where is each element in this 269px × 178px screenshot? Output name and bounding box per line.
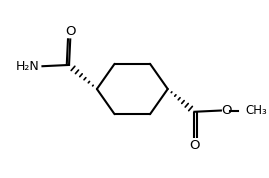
Text: O: O: [65, 25, 76, 38]
Text: O: O: [221, 104, 232, 117]
Text: H₂N: H₂N: [16, 60, 40, 73]
Text: CH₃: CH₃: [245, 104, 267, 117]
Text: O: O: [189, 139, 200, 152]
